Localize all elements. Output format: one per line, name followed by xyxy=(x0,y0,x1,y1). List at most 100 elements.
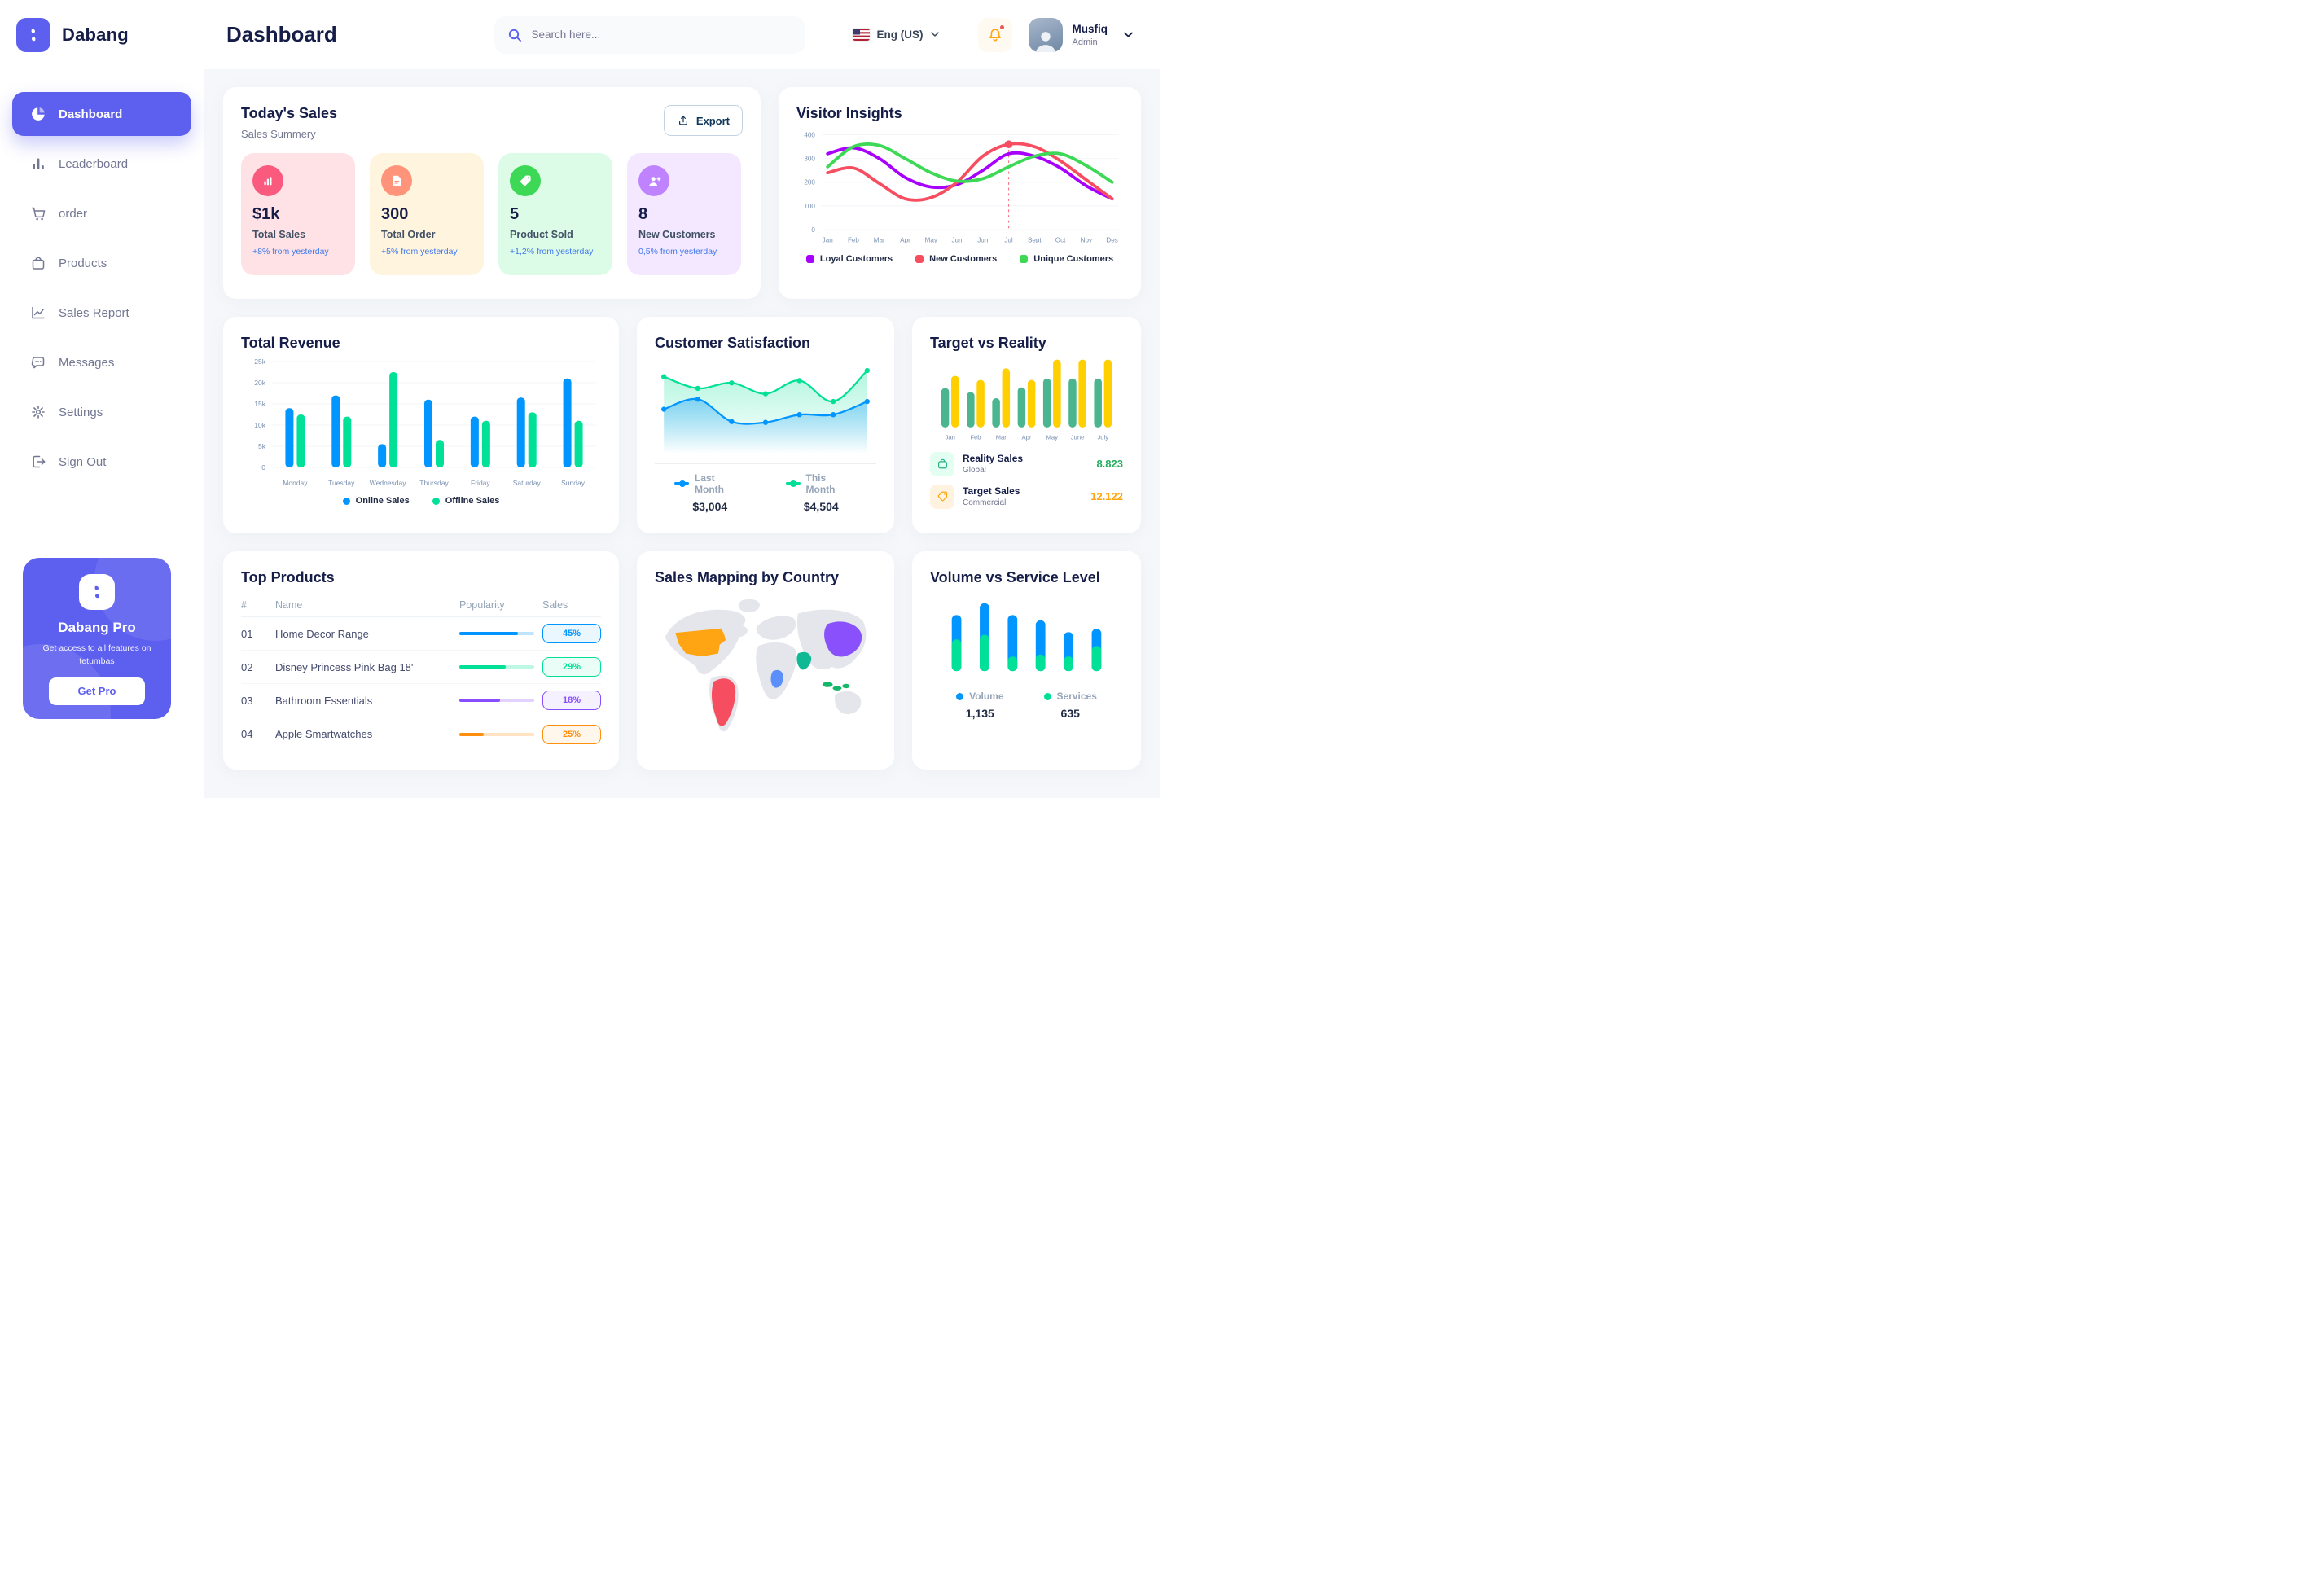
product-name: Disney Princess Pink Bag 18' xyxy=(275,660,414,673)
total-revenue-card: Total Revenue 0 5k 10k 15k 20k 25k Monday Tuesd… xyxy=(223,317,619,533)
popularity-bar xyxy=(459,732,534,736)
product-name: Home Decor Range xyxy=(275,627,369,640)
svg-text:15k: 15k xyxy=(254,400,265,408)
stat-card-new-customers: 8 New Customers 0,5% from yesterday xyxy=(627,153,741,275)
notification-dot xyxy=(998,24,1005,30)
ticket-icon xyxy=(930,484,954,509)
svg-text:Apr: Apr xyxy=(900,236,910,243)
legend-label: Services xyxy=(1056,691,1097,703)
legend-item: Loyal Customers xyxy=(805,254,893,264)
sales-mapping-title: Sales Mapping by Country xyxy=(655,569,840,585)
target-vs-reality-title: Target vs Reality xyxy=(930,335,1046,351)
svg-text:10k: 10k xyxy=(254,421,265,429)
user-menu[interactable]: Musfiq Admin xyxy=(1028,17,1134,52)
export-button[interactable]: Export xyxy=(663,105,743,136)
country-dr-congo[interactable] xyxy=(770,669,783,688)
line-chart-icon xyxy=(30,305,46,321)
svg-text:Mar: Mar xyxy=(874,236,885,243)
pie-chart-icon xyxy=(30,106,46,122)
svg-text:Apr: Apr xyxy=(1022,433,1032,441)
svg-text:May: May xyxy=(925,236,938,243)
last-month-value: $3,004 xyxy=(692,499,728,513)
services-value: 635 xyxy=(1060,707,1080,721)
bag-icon xyxy=(30,255,46,271)
bar-chart-icon xyxy=(30,156,46,172)
popularity-bar xyxy=(459,632,534,635)
country-united-states[interactable] xyxy=(675,628,726,657)
stat-card-total-sales: $1k Total Sales +8% from yesterday xyxy=(241,153,355,275)
visitor-insights-chart-area: 400 300 200 100 0 Jan Feb Mar Apr May Jun Jun Jul Sep… xyxy=(796,127,1123,252)
pro-logo-icon xyxy=(79,574,115,610)
header: Dashboard Eng (US) Musfiq xyxy=(204,15,1160,54)
search-icon xyxy=(507,28,522,42)
svg-text:Jun: Jun xyxy=(951,236,962,243)
stat-value: 300 xyxy=(381,205,409,223)
country-saudi-arabia[interactable] xyxy=(796,651,812,670)
cart-icon xyxy=(30,205,46,221)
target-vs-reality-card: Target vs Reality Jan Feb Mar Apr May June Jul… xyxy=(912,317,1141,533)
popularity-bar xyxy=(459,699,534,702)
sidebar-item-sales-report[interactable]: Sales Report xyxy=(12,291,191,335)
legend-label: Offline Sales xyxy=(445,496,500,506)
svg-text:Thursday: Thursday xyxy=(419,479,449,487)
notifications-button[interactable] xyxy=(977,17,1012,52)
pro-upgrade-card: Dabang Pro Get access to all features on… xyxy=(23,558,171,719)
svg-text:Oct: Oct xyxy=(1055,236,1066,243)
sales-badge: 45% xyxy=(542,624,601,643)
world-map xyxy=(665,598,867,732)
visitor-insights-card: Visitor Insights 400 300 200 100 0 Jan Feb Mar A… xyxy=(779,87,1141,299)
legend-label: Last Month xyxy=(695,471,724,495)
visitor-insights-legend: Loyal Customers New Customers Unique Custo… xyxy=(796,254,1123,264)
stat-delta: +1,2% from yesterday xyxy=(510,247,594,256)
gear-icon xyxy=(30,404,46,420)
country-indonesia[interactable] xyxy=(822,682,850,691)
sign-out-icon xyxy=(30,454,46,470)
country-china[interactable] xyxy=(824,621,862,657)
get-pro-button[interactable]: Get Pro xyxy=(49,677,145,705)
main-content: Today's Sales Sales Summery Export $1k To… xyxy=(204,69,1160,798)
stat-card-product-sold: 5 Product Sold +1,2% from yesterday xyxy=(498,153,612,275)
customer-satisfaction-legend: Last Month $3,004 This Month $4,504 xyxy=(655,471,876,513)
legend-label: Reality Sales xyxy=(963,453,1024,465)
volume-dot-icon xyxy=(956,692,964,700)
table-row: 04 Apple Smartwatches 25% xyxy=(241,717,601,751)
sidebar-item-label: Sales Report xyxy=(59,305,129,320)
product-name: Bathroom Essentials xyxy=(275,694,373,707)
last-month-marker xyxy=(674,480,689,487)
total-revenue-chart: 0 5k 10k 15k 20k 25k Monday Tuesday Wednesday Thu… xyxy=(254,357,596,487)
table-row: 01 Home Decor Range 45% xyxy=(241,617,601,651)
svg-text:400: 400 xyxy=(804,131,815,138)
sidebar-menu: Dashboard Leaderboard order Products Sales R… xyxy=(0,92,204,484)
target-vs-reality-chart-area: Jan Feb Mar Apr May June July xyxy=(930,357,1123,444)
legend-swatch xyxy=(1020,254,1029,263)
search-bar[interactable] xyxy=(494,15,805,54)
sales-badge: 18% xyxy=(542,691,601,710)
sidebar-item-label: Settings xyxy=(59,405,103,419)
shopping-bag-icon xyxy=(930,451,954,476)
search-input[interactable] xyxy=(529,28,792,42)
sidebar-item-settings[interactable]: Settings xyxy=(12,390,191,434)
volume-vs-service-chart xyxy=(951,603,1102,672)
language-selector[interactable]: Eng (US) xyxy=(852,28,939,41)
stat-value: 5 xyxy=(510,205,520,223)
sidebar-item-messages[interactable]: Messages xyxy=(12,340,191,384)
country-brazil[interactable] xyxy=(711,678,736,726)
table-header: # Name Popularity Sales xyxy=(241,593,601,617)
sidebar-item-label: Products xyxy=(59,256,107,270)
legend-item: Unique Customers xyxy=(1020,254,1113,264)
divider xyxy=(655,463,876,464)
user-name: Musfiq xyxy=(1072,22,1108,35)
sales-chart-icon xyxy=(252,165,283,196)
sidebar-item-products[interactable]: Products xyxy=(12,241,191,285)
popularity-bar-fill xyxy=(459,632,518,635)
sales-mapping-card: Sales Mapping by Country xyxy=(637,551,894,770)
services-dot-icon xyxy=(1043,692,1051,700)
sidebar-item-dashboard[interactable]: Dashboard xyxy=(12,92,191,136)
stat-value: 8 xyxy=(638,205,648,223)
sales-badge: 25% xyxy=(542,724,601,744)
pro-subtitle: Get access to all features on tetumbas xyxy=(42,643,151,667)
sidebar-item-order[interactable]: order xyxy=(12,191,191,235)
sidebar-item-leaderboard[interactable]: Leaderboard xyxy=(12,142,191,186)
svg-text:June: June xyxy=(1071,433,1085,441)
sidebar-item-sign-out[interactable]: Sign Out xyxy=(12,440,191,484)
